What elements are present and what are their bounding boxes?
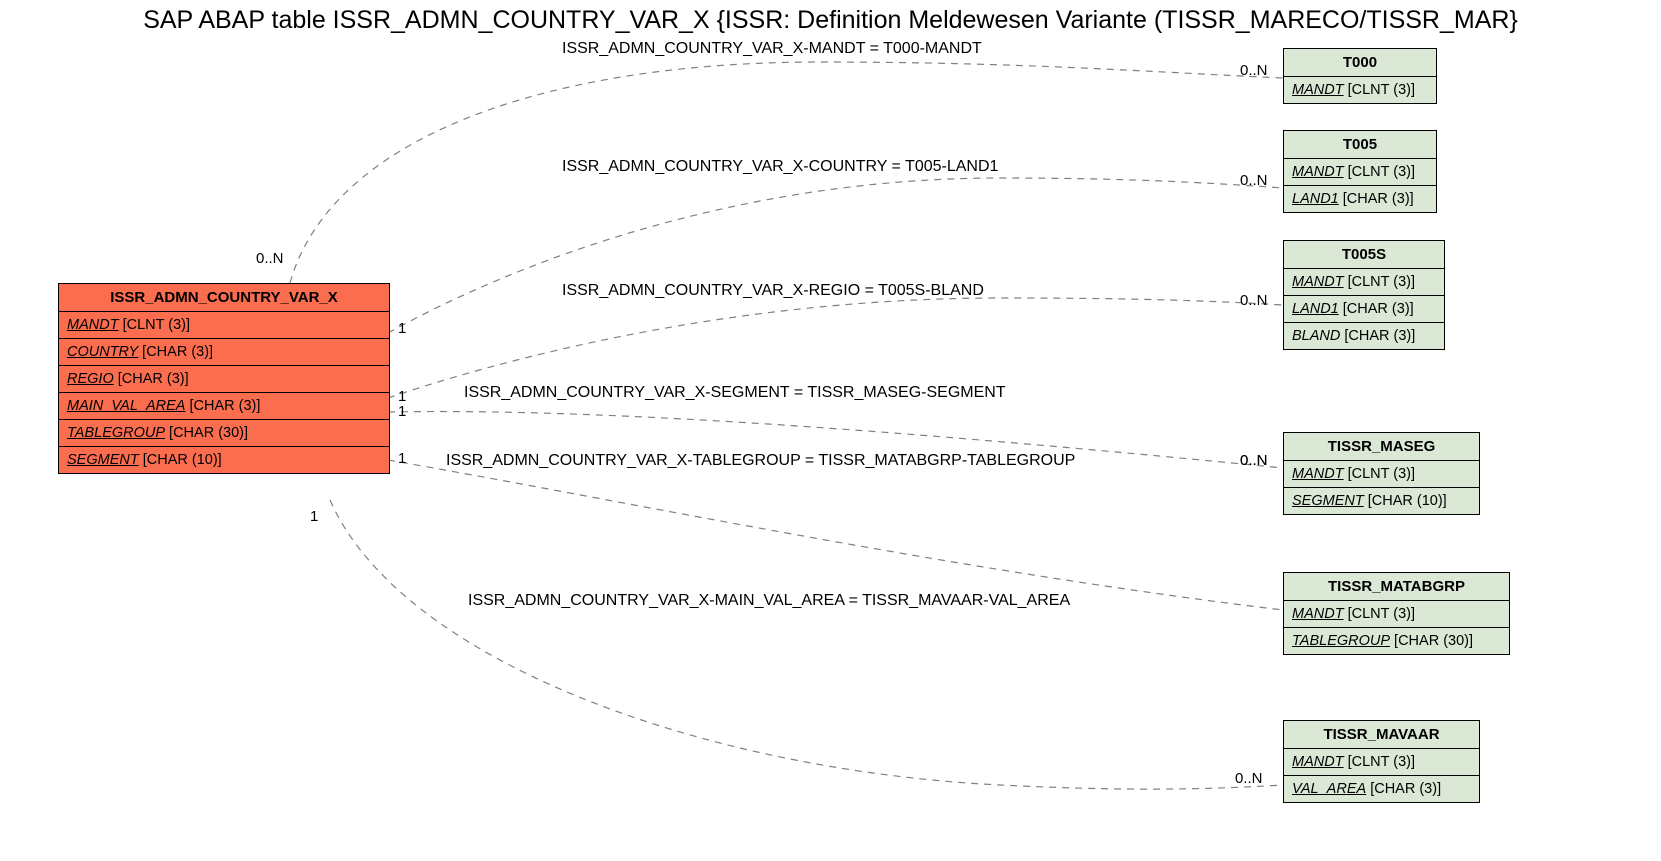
- cardinality-left: 1: [310, 508, 318, 525]
- entity-field: MAIN_VAL_AREA [CHAR (3)]: [59, 393, 389, 420]
- entity-tissr_maseg: TISSR_MASEGMANDT [CLNT (3)]SEGMENT [CHAR…: [1283, 432, 1480, 515]
- relation-label: ISSR_ADMN_COUNTRY_VAR_X-TABLEGROUP = TIS…: [446, 452, 1075, 470]
- cardinality-right: 0..N: [1240, 452, 1268, 469]
- entity-header: TISSR_MAVAAR: [1284, 721, 1479, 749]
- relation-label: ISSR_ADMN_COUNTRY_VAR_X-SEGMENT = TISSR_…: [464, 384, 1006, 402]
- entity-field: REGIO [CHAR (3)]: [59, 366, 389, 393]
- entity-t000: T000MANDT [CLNT (3)]: [1283, 48, 1437, 104]
- entity-header: TISSR_MASEG: [1284, 433, 1479, 461]
- entity-field: BLAND [CHAR (3)]: [1284, 323, 1444, 349]
- entity-field: MANDT [CLNT (3)]: [1284, 159, 1436, 186]
- entity-field: TABLEGROUP [CHAR (30)]: [1284, 628, 1509, 654]
- cardinality-right: 0..N: [1240, 172, 1268, 189]
- relation-label: ISSR_ADMN_COUNTRY_VAR_X-MANDT = T000-MAN…: [562, 40, 982, 58]
- cardinality-left: 1: [398, 450, 406, 467]
- entity-header: TISSR_MATABGRP: [1284, 573, 1509, 601]
- entity-tissr_mavaar: TISSR_MAVAARMANDT [CLNT (3)]VAL_AREA [CH…: [1283, 720, 1480, 803]
- relation-label: ISSR_ADMN_COUNTRY_VAR_X-REGIO = T005S-BL…: [562, 282, 984, 300]
- entity-header: T000: [1284, 49, 1436, 77]
- entity-field: MANDT [CLNT (3)]: [1284, 601, 1509, 628]
- entity-field: LAND1 [CHAR (3)]: [1284, 296, 1444, 323]
- entity-header: T005: [1284, 131, 1436, 159]
- cardinality-left: 1: [398, 320, 406, 337]
- cardinality-left: 0..N: [256, 250, 284, 267]
- entity-t005: T005MANDT [CLNT (3)]LAND1 [CHAR (3)]: [1283, 130, 1437, 213]
- page-title: SAP ABAP table ISSR_ADMN_COUNTRY_VAR_X {…: [0, 6, 1661, 35]
- entity-field: COUNTRY [CHAR (3)]: [59, 339, 389, 366]
- entity-field: MANDT [CLNT (3)]: [1284, 77, 1436, 103]
- relation-label: ISSR_ADMN_COUNTRY_VAR_X-MAIN_VAL_AREA = …: [468, 592, 1070, 610]
- entity-field: MANDT [CLNT (3)]: [1284, 749, 1479, 776]
- entity-t005s: T005SMANDT [CLNT (3)]LAND1 [CHAR (3)]BLA…: [1283, 240, 1445, 350]
- entity-header: T005S: [1284, 241, 1444, 269]
- entity-tissr_matabgrp: TISSR_MATABGRPMANDT [CLNT (3)]TABLEGROUP…: [1283, 572, 1510, 655]
- entity-field: SEGMENT [CHAR (10)]: [59, 447, 389, 473]
- entity-field: TABLEGROUP [CHAR (30)]: [59, 420, 389, 447]
- entity-field: LAND1 [CHAR (3)]: [1284, 186, 1436, 212]
- cardinality-right: 0..N: [1240, 62, 1268, 79]
- entity-field: MANDT [CLNT (3)]: [1284, 269, 1444, 296]
- entity-field: SEGMENT [CHAR (10)]: [1284, 488, 1479, 514]
- entity-field: VAL_AREA [CHAR (3)]: [1284, 776, 1479, 802]
- entity-header: ISSR_ADMN_COUNTRY_VAR_X: [59, 284, 389, 312]
- entity-field: MANDT [CLNT (3)]: [59, 312, 389, 339]
- cardinality-left: 1: [398, 403, 406, 420]
- cardinality-right: 0..N: [1235, 770, 1263, 787]
- relation-label: ISSR_ADMN_COUNTRY_VAR_X-COUNTRY = T005-L…: [562, 158, 998, 176]
- entity-issr_admn_country_var_x: ISSR_ADMN_COUNTRY_VAR_XMANDT [CLNT (3)]C…: [58, 283, 390, 474]
- entity-field: MANDT [CLNT (3)]: [1284, 461, 1479, 488]
- cardinality-right: 0..N: [1240, 292, 1268, 309]
